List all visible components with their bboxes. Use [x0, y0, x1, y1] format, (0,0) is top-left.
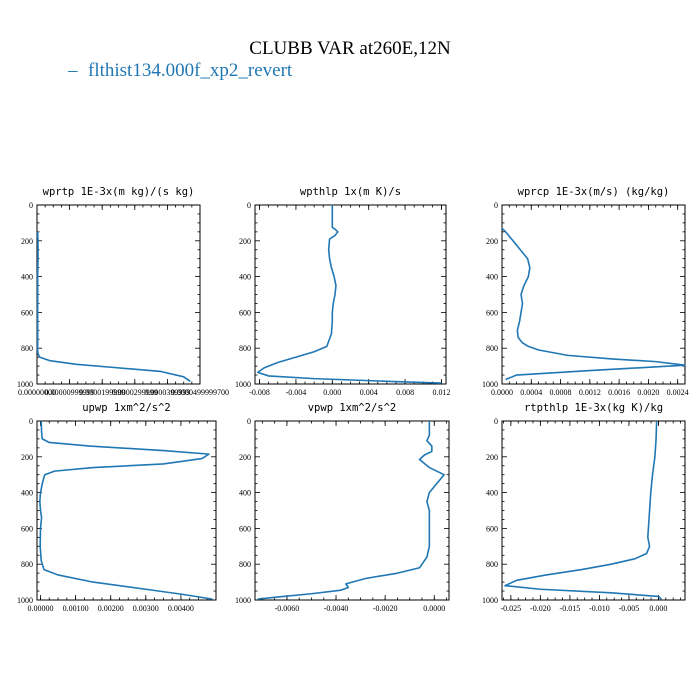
y-tick-label: 200: [239, 453, 251, 462]
y-tick-label: 1000: [482, 380, 498, 389]
y-tick-label: 200: [486, 453, 498, 462]
y-tick-label: 600: [21, 524, 33, 533]
x-tick-label: -0.0040: [324, 604, 349, 613]
y-tick-label: 800: [21, 344, 33, 353]
x-tick-label: 0.000: [323, 388, 341, 397]
x-tick-label: 0.012: [432, 388, 450, 397]
x-tick-label: 0.004: [360, 388, 378, 397]
legend-dash: –: [67, 60, 78, 81]
y-tick-label: 1000: [482, 596, 498, 605]
series-line: [256, 205, 442, 384]
y-tick-label: 1000: [235, 596, 251, 605]
x-tick-label: -0.0060: [275, 604, 300, 613]
x-tick-label: 0.0000499999700: [171, 388, 229, 397]
x-tick-label: 0.0000: [423, 604, 445, 613]
x-tick-label: -0.008: [249, 388, 270, 397]
x-tick-label: 0.00300: [133, 604, 159, 613]
x-tick-label: 0.00000000: [18, 388, 56, 397]
x-tick-label: -0.004: [286, 388, 307, 397]
y-tick-label: 0: [29, 201, 33, 210]
x-tick-label: 0.0000: [491, 388, 513, 397]
series-line: [36, 231, 191, 382]
y-tick-label: 600: [486, 308, 498, 317]
y-tick-label: 0: [247, 417, 251, 426]
plot-frame: [254, 204, 447, 385]
panel-2: wpthlp 1x(m K)/s 0 200 400 600 800 1000-0.008 -…: [235, 186, 450, 397]
panel-title: vpwp 1xm^2/s^2: [308, 402, 397, 414]
x-tick-label: -0.025: [501, 604, 522, 613]
x-tick-label: 0.0000399999: [144, 388, 190, 397]
y-tick-label: 600: [239, 524, 251, 533]
y-tick-label: 600: [239, 308, 251, 317]
y-tick-label: 1000: [235, 380, 251, 389]
y-tick-label: 400: [486, 273, 498, 282]
figure-title: CLUBB VAR at260E,12N: [249, 38, 451, 59]
x-tick-label: 0.00200: [98, 604, 124, 613]
y-tick-label: 200: [21, 453, 33, 462]
x-tick-label: 0.0008: [550, 388, 572, 397]
y-tick-label: 400: [239, 489, 251, 498]
y-tick-label: 800: [486, 560, 498, 569]
plot-frame: [36, 204, 201, 385]
panel-title: upwp 1xm^2/s^2: [82, 402, 171, 414]
series-line: [39, 420, 213, 600]
x-tick-label: 0.0012: [579, 388, 601, 397]
x-tick-label: 0.00400: [168, 604, 194, 613]
panel-title: wprcp 1E-3x(m/s) (kg/kg): [518, 186, 670, 198]
x-tick-label: -0.010: [589, 604, 610, 613]
x-tick-label: 0.00000: [28, 604, 54, 613]
y-tick-label: 400: [239, 273, 251, 282]
y-tick-label: 800: [239, 560, 251, 569]
x-tick-label: 0.0000299999: [112, 388, 158, 397]
x-tick-label: 0.0024: [667, 388, 689, 397]
x-tick-label: 0.00000999999: [45, 388, 95, 397]
y-tick-label: 0: [29, 417, 33, 426]
y-tick-label: 800: [486, 344, 498, 353]
y-tick-label: 400: [486, 489, 498, 498]
panel-title: wprtp 1E-3x(m kg)/(s kg): [43, 186, 195, 198]
x-tick-label: 0.00100: [63, 604, 89, 613]
y-tick-label: 1000: [17, 380, 33, 389]
y-tick-label: 0: [494, 417, 498, 426]
legend-label: flthist134.000f_xp2_revert: [88, 60, 293, 81]
series-line: [504, 420, 662, 600]
x-tick-label: 0.0016: [608, 388, 630, 397]
y-tick-label: 0: [247, 201, 251, 210]
x-tick-label: -0.005: [619, 604, 640, 613]
panel-3: wprcp 1E-3x(m/s) (kg/kg) 0 200 400 600 800 100…: [482, 186, 689, 397]
series-line: [257, 421, 445, 600]
x-tick-label: -0.020: [530, 604, 551, 613]
y-tick-label: 800: [239, 344, 251, 353]
y-tick-label: 0: [494, 201, 498, 210]
y-tick-label: 600: [486, 524, 498, 533]
y-tick-label: 200: [239, 237, 251, 246]
y-tick-label: 800: [21, 560, 33, 569]
y-tick-label: 200: [21, 237, 33, 246]
panel-1: wprtp 1E-3x(m kg)/(s kg) 0 200 400 600 800 100…: [17, 186, 229, 397]
x-tick-label: 0.0000199999: [79, 388, 125, 397]
y-tick-label: 400: [21, 489, 33, 498]
plot-frame: [501, 420, 686, 601]
y-tick-label: 600: [21, 308, 33, 317]
panel-title: wpthlp 1x(m K)/s: [300, 186, 401, 198]
x-tick-label: 0.008: [396, 388, 414, 397]
series-line: [501, 227, 686, 381]
figure-legend: – flthist134.000f_xp2_revert: [67, 60, 293, 81]
plot-frame: [254, 420, 450, 601]
x-tick-label: -0.0020: [373, 604, 398, 613]
y-tick-label: 400: [21, 273, 33, 282]
panel-title: rtpthlp 1E-3x(kg K)/kg: [524, 402, 663, 414]
x-tick-label: -0.015: [560, 604, 581, 613]
x-tick-label: 0.0020: [637, 388, 659, 397]
panel-6: rtpthlp 1E-3x(kg K)/kg02004006008001000-…: [482, 402, 686, 613]
panel-5: vpwp 1xm^2/s^2 0 200 400 600 800 1000 -0.0060 -0…: [235, 402, 450, 613]
panels: wprtp 1E-3x(m kg)/(s kg) 0 200 400 600 800 100…: [17, 186, 689, 613]
x-tick-label: 0.000: [649, 604, 667, 613]
y-tick-label: 200: [486, 237, 498, 246]
y-tick-label: 1000: [17, 596, 33, 605]
x-tick-label: 0.0004: [520, 388, 542, 397]
